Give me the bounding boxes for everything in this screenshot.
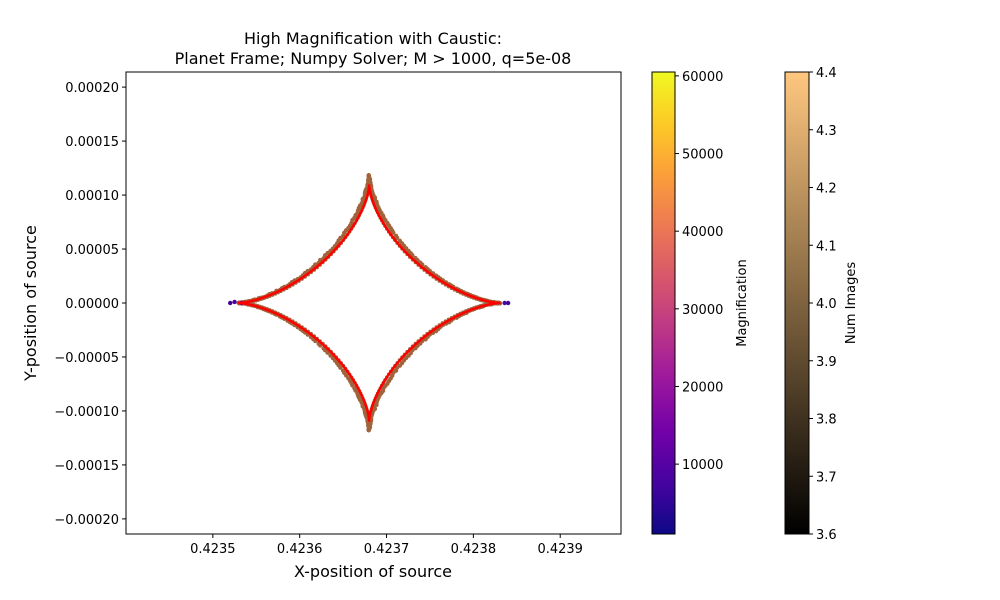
- y-tick-label: −0.00010: [54, 405, 119, 420]
- y-tick-label: 0.00000: [65, 297, 119, 312]
- y-tick-label: 0.00005: [65, 243, 119, 258]
- caustic-line: [237, 184, 501, 422]
- y-tick-label: −0.00005: [54, 351, 119, 366]
- magnification-point: [502, 300, 507, 306]
- y-tick-label: 0.00020: [65, 81, 119, 96]
- num-images-point: [338, 365, 343, 370]
- plot-background: [126, 72, 621, 534]
- colorbar-tick-label: 3.8: [816, 413, 837, 428]
- num-images-point: [393, 233, 399, 238]
- colorbar-tick-label: 4.0: [816, 297, 837, 312]
- y-tick-label: 0.00010: [65, 189, 119, 204]
- colorbar-tick-label: 30000: [682, 303, 723, 318]
- colorbar-tick-label: 3.7: [816, 470, 837, 485]
- chart-title-line1: High Magnification with Caustic:: [244, 29, 502, 48]
- plot-area: 0.4235 0.4236 0.4237 0.4238 0.4239 0.000200.…: [54, 71, 622, 557]
- colorbar-tick-label: 40000: [682, 225, 723, 240]
- x-tick-label: 0.4236: [277, 542, 323, 557]
- colorbar-tick-label: 3.6: [816, 528, 837, 543]
- x-tick-label: 0.4235: [190, 542, 236, 557]
- magnification-colorbar-label: Magnification: [735, 259, 750, 347]
- y-tick-label: 0.00015: [65, 135, 119, 150]
- magnification-point: [232, 299, 237, 305]
- colorbar-tick-label: 10000: [682, 458, 723, 473]
- colorbar-tick-label: 4.2: [816, 182, 837, 197]
- num-images-colorbar-label: Num Images: [844, 262, 859, 344]
- x-tick-label: 0.4237: [364, 542, 410, 557]
- colorbar-tick-label: 20000: [682, 380, 723, 395]
- colorbar-tick-label: 4.1: [816, 239, 837, 254]
- y-tick-label: −0.00015: [54, 459, 119, 474]
- y-axis-ticks: 0.00020 0.00015 0.00010 0.00005 0.00000 −0.00…: [54, 81, 126, 528]
- magnification-point: [228, 300, 233, 306]
- magnification-colorbar: 10000 20000 30000 40000 50000 60000 Magnifica…: [651, 70, 750, 535]
- colorbar-tick-label: 3.9: [816, 355, 837, 370]
- data-layer: [228, 173, 511, 433]
- y-tick-label: −0.00020: [54, 513, 119, 528]
- x-tick-label: 0.4238: [451, 542, 497, 557]
- num-images-colorbar-ticks: 3.6 3.7 3.8 3.9 4.0 4.1 4.2 4.3 4.4: [809, 66, 837, 543]
- x-axis-ticks: 0.4235 0.4236 0.4237 0.4238 0.4239: [190, 534, 583, 557]
- colorbar-tick-label: 50000: [682, 148, 723, 163]
- x-tick-label: 0.4239: [537, 542, 583, 557]
- magnification-colorbar-fill: [652, 72, 675, 534]
- num-images-colorbar: 3.6 3.7 3.8 3.9 4.0 4.1 4.2 4.3 4.4 Num Images: [784, 66, 859, 543]
- magnification-colorbar-ticks: 10000 20000 30000 40000 50000 60000: [675, 70, 723, 473]
- magnification-point: [505, 300, 511, 306]
- y-axis-label: Y-position of source: [21, 225, 40, 382]
- colorbar-tick-label: 4.3: [816, 124, 837, 139]
- num-images-colorbar-fill: [785, 72, 809, 534]
- num-images-point: [397, 238, 403, 244]
- colorbar-tick-label: 4.4: [816, 66, 837, 81]
- colorbar-tick-label: 60000: [682, 70, 723, 85]
- magnification-colorbar-frame: [651, 71, 676, 535]
- chart-title-line2: Planet Frame; Numpy Solver; M > 1000, q=…: [175, 49, 572, 68]
- x-axis-label: X-position of source: [294, 562, 452, 581]
